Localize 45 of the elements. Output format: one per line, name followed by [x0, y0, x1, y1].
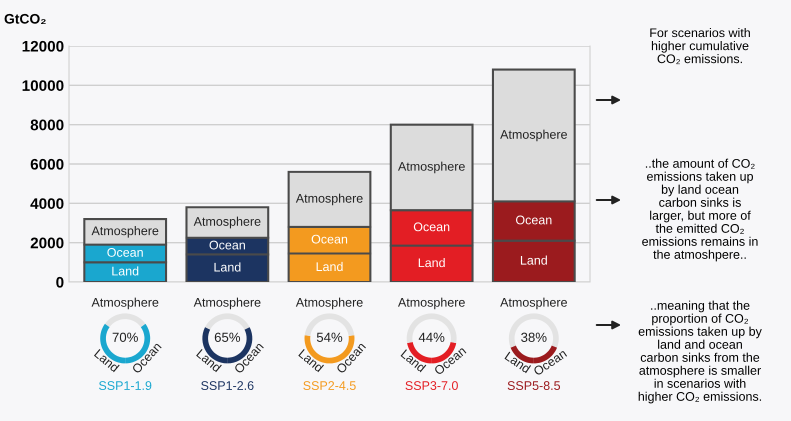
text: SSP5-8.5 — [508, 381, 560, 390]
text: Atmosphere — [194, 216, 260, 228]
text: SSP1-1.9 — [99, 381, 152, 390]
y-tick-label: 6000 — [30, 158, 64, 170]
y-tick-label: 8000 — [30, 120, 64, 130]
slice-label: Atmosphere — [92, 298, 158, 310]
text: Ocean — [312, 234, 348, 244]
text: Atmosphere — [398, 162, 465, 174]
y-tick-label: 4000 — [30, 198, 64, 210]
text: 65% — [214, 332, 240, 342]
slice-label: Atmosphere — [194, 298, 260, 310]
donut-slice — [508, 313, 559, 348]
y-tick-label: 10000 — [22, 80, 64, 92]
text: Land — [316, 262, 343, 272]
series-label: Ocean — [210, 240, 245, 250]
text: Ocean — [414, 222, 450, 232]
text: 54% — [316, 332, 342, 342]
text: 70% — [112, 332, 138, 342]
text: SSP3-7.0 — [405, 381, 458, 390]
text: Ocean — [516, 216, 552, 224]
text: Land — [214, 262, 240, 272]
text: Land — [418, 258, 445, 268]
slice-label: Atmosphere — [296, 298, 363, 310]
slice-label: Atmosphere — [398, 298, 465, 310]
slice-label: Atmosphere — [500, 298, 567, 310]
series-label: Atmosphere — [92, 226, 158, 238]
y-axis-title: GtCO₂ — [4, 14, 46, 24]
text: Land — [520, 256, 547, 265]
text: Atmosphere — [296, 194, 363, 206]
y-tick-label: 2000 — [30, 238, 64, 248]
text: ..meaning that the proportion of CO₂ emissions taken up by land and ocean carbon sinks from the atmosphere is smaller in scenarios with higher CO₂ emissions. — [638, 300, 762, 404]
text: 38% — [521, 332, 547, 342]
series-label: Land — [112, 266, 138, 276]
text: 44% — [418, 332, 444, 342]
y-tick-label: 12000 — [22, 40, 64, 52]
y-tick-label: 0 — [56, 276, 64, 288]
donut-slice — [406, 313, 457, 344]
donut-slice — [205, 313, 250, 330]
text: Atmosphere — [500, 130, 567, 142]
donut-slice — [104, 313, 146, 328]
text: SSP1-2.6 — [201, 381, 254, 390]
text: Ocean — [107, 248, 143, 257]
text: ..the amount of CO₂ emissions taken up by land ocean carbon sinks is larger, but more of the emitted CO₂ emissions remains in the atmoshpere.. — [642, 158, 758, 262]
text: For scenarios with higher cumulative CO₂ emissions. — [650, 28, 750, 64]
text: SSP2-4.5 — [303, 381, 356, 390]
